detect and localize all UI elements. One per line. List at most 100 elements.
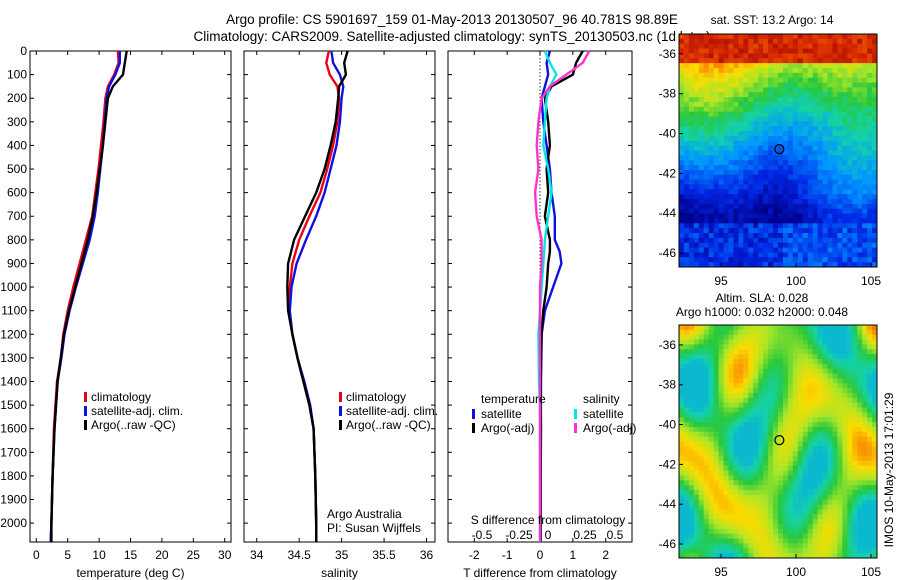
map-cell: [758, 111, 764, 117]
map-cell: [812, 553, 818, 559]
map-cell: [842, 131, 848, 137]
map-cell: [797, 494, 804, 501]
map-cell: [782, 504, 789, 510]
map-cell: [802, 155, 809, 161]
map-cell: [713, 412, 719, 418]
map-cell: [822, 460, 828, 467]
map-cell: [683, 553, 690, 559]
map-cell: [872, 383, 878, 389]
map-cell: [688, 329, 695, 336]
map-cell: [708, 465, 715, 472]
map-cell: [862, 116, 868, 122]
map-cell: [728, 160, 734, 166]
map-cell: [688, 460, 695, 467]
map-cell: [857, 344, 863, 350]
map-cell: [872, 553, 878, 559]
map-cell: [693, 111, 700, 117]
map-cell: [847, 368, 853, 374]
map-cell: [763, 422, 769, 428]
map-cell: [693, 329, 700, 336]
map-cell: [842, 339, 848, 345]
map-cell: [698, 58, 705, 64]
map-cell: [842, 553, 848, 559]
map-cell: [748, 58, 754, 64]
map-cell: [827, 494, 833, 501]
map-cell: [787, 160, 794, 166]
map-cell: [698, 504, 705, 510]
map-cell: [837, 237, 843, 244]
map-cell: [703, 363, 710, 370]
map-cell: [867, 446, 873, 452]
map-cell: [842, 174, 848, 181]
map-cell: [802, 465, 809, 472]
map-cell: [867, 373, 873, 379]
map-cell: [763, 426, 769, 433]
depth-tick-label: 600: [7, 186, 27, 200]
map-cell: [703, 509, 710, 515]
map-cell: [773, 223, 779, 229]
map-cell: [693, 53, 700, 59]
map-cell: [733, 480, 739, 486]
map-cell: [822, 553, 828, 559]
map-cell: [867, 354, 873, 360]
map-cell: [743, 460, 749, 467]
map-cell: [728, 228, 734, 234]
map-cell: [718, 392, 724, 399]
map-cell: [837, 354, 843, 360]
map-cell: [733, 344, 739, 350]
map-cell: [817, 499, 823, 505]
map-cell: [792, 441, 799, 447]
map-cell: [817, 441, 823, 447]
map-cell: [728, 58, 734, 64]
secondary-x-tick-label: 0: [545, 528, 552, 542]
map-cell: [792, 446, 799, 452]
map-cell: [872, 504, 878, 510]
map-cell: [679, 169, 685, 176]
map-cell: [872, 436, 878, 442]
x-tick-label: 2: [602, 548, 609, 562]
map-cell: [708, 184, 715, 190]
map-cell: [763, 533, 769, 539]
map-cell: [713, 48, 719, 54]
map-cell: [679, 218, 685, 224]
map-cell: [822, 111, 828, 117]
map-cell: [728, 456, 734, 462]
map-cell: [862, 451, 868, 457]
map-cell: [718, 92, 724, 98]
map-cell: [728, 174, 734, 181]
depth-tick-label: 1600: [0, 422, 27, 436]
map-cell: [708, 121, 715, 127]
map-cell: [782, 38, 789, 45]
map-cell: [822, 329, 828, 336]
map-cell: [748, 480, 754, 486]
map-cell: [738, 82, 744, 88]
map-cell: [822, 373, 828, 379]
map-cell: [812, 392, 818, 399]
map-cell: [688, 402, 695, 408]
map-cell: [852, 524, 858, 530]
map-cell: [778, 160, 784, 166]
map-cell: [812, 402, 818, 408]
map-cell: [758, 446, 764, 452]
map-cell: [817, 160, 823, 166]
map-cell: [817, 397, 823, 404]
map-cell: [797, 456, 804, 462]
map-cell: [822, 451, 828, 457]
map-cell: [698, 257, 705, 263]
map-cell: [693, 101, 700, 108]
map-cell: [807, 412, 814, 418]
map-cell: [683, 199, 690, 205]
map-cell: [773, 135, 779, 142]
map-cell: [683, 179, 690, 185]
map-cell: [703, 470, 710, 476]
map-cell: [812, 106, 818, 113]
map-cell: [723, 131, 729, 137]
map-cell: [728, 533, 734, 539]
map-cell: [782, 407, 789, 413]
map-cell: [723, 228, 729, 234]
map-cell: [797, 553, 804, 559]
map-cell: [857, 160, 863, 166]
map-cell: [753, 223, 759, 229]
map-cell: [713, 465, 719, 472]
map-cell: [852, 514, 858, 520]
